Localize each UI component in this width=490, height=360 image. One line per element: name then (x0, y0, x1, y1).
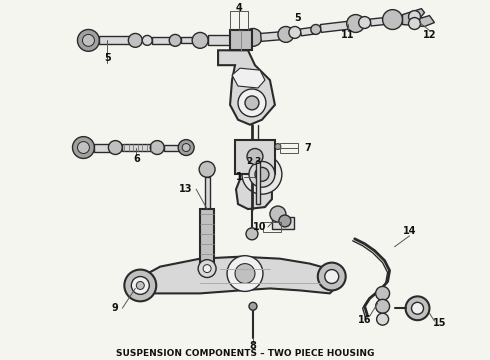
Polygon shape (181, 37, 200, 43)
Text: 5: 5 (104, 53, 111, 63)
Text: 11: 11 (341, 31, 354, 40)
Circle shape (289, 27, 301, 39)
Circle shape (383, 10, 403, 30)
Text: 3: 3 (255, 157, 261, 166)
Circle shape (108, 141, 122, 154)
Polygon shape (236, 174, 272, 209)
Circle shape (244, 28, 262, 46)
Circle shape (249, 161, 275, 187)
Text: 13: 13 (179, 184, 193, 194)
Polygon shape (95, 144, 115, 152)
Circle shape (249, 302, 257, 310)
Circle shape (242, 154, 282, 194)
Circle shape (255, 167, 269, 181)
Circle shape (77, 141, 90, 153)
Polygon shape (164, 145, 185, 150)
Circle shape (245, 96, 259, 110)
Circle shape (246, 228, 258, 240)
Text: 15: 15 (433, 318, 446, 328)
Text: 4: 4 (236, 3, 243, 13)
Polygon shape (132, 257, 340, 293)
Bar (263, 222, 281, 232)
Text: 9: 9 (112, 303, 119, 313)
Polygon shape (320, 21, 355, 32)
Circle shape (227, 256, 263, 291)
Circle shape (235, 264, 255, 283)
Bar (200, 209, 214, 264)
Circle shape (376, 300, 390, 313)
Circle shape (359, 17, 370, 28)
Text: SUSPENSION COMPONENTS – TWO PIECE HOUSING: SUSPENSION COMPONENTS – TWO PIECE HOUSIN… (116, 350, 374, 359)
Text: 7: 7 (304, 143, 311, 153)
Circle shape (409, 18, 420, 30)
Bar (280, 143, 298, 153)
Circle shape (82, 35, 95, 46)
Circle shape (270, 206, 286, 222)
Text: 1: 1 (236, 172, 243, 182)
Circle shape (377, 313, 389, 325)
Circle shape (142, 35, 152, 45)
Circle shape (199, 161, 215, 177)
Text: 12: 12 (423, 31, 436, 40)
Circle shape (279, 215, 291, 227)
Circle shape (192, 32, 208, 48)
Text: 10: 10 (253, 222, 267, 232)
Text: 14: 14 (403, 226, 416, 236)
Circle shape (178, 140, 194, 156)
Circle shape (412, 302, 423, 314)
Circle shape (325, 270, 339, 283)
Circle shape (73, 137, 95, 158)
Polygon shape (218, 50, 275, 125)
Circle shape (198, 260, 216, 278)
Polygon shape (152, 37, 175, 44)
Circle shape (406, 296, 429, 320)
Polygon shape (256, 161, 260, 204)
Circle shape (150, 141, 164, 154)
Circle shape (136, 282, 144, 289)
Circle shape (376, 287, 390, 300)
Polygon shape (403, 9, 435, 27)
Circle shape (278, 27, 294, 42)
Polygon shape (261, 31, 285, 41)
Text: 5: 5 (294, 13, 301, 23)
Circle shape (182, 144, 190, 152)
Circle shape (311, 24, 321, 35)
Polygon shape (232, 68, 265, 88)
Circle shape (318, 263, 346, 291)
Circle shape (409, 10, 420, 23)
Bar (272, 217, 294, 229)
Circle shape (247, 149, 263, 165)
Polygon shape (99, 36, 135, 44)
Circle shape (238, 89, 266, 117)
Circle shape (347, 15, 365, 32)
Circle shape (77, 30, 99, 51)
Polygon shape (300, 27, 315, 36)
Bar (235, 140, 275, 174)
Text: 16: 16 (358, 315, 371, 325)
Circle shape (169, 35, 181, 46)
Text: 2: 2 (246, 157, 252, 166)
Polygon shape (370, 17, 390, 26)
Text: 6: 6 (133, 154, 140, 165)
Bar (230, 31, 252, 50)
Circle shape (203, 265, 211, 273)
Polygon shape (208, 35, 240, 45)
Text: 8: 8 (249, 341, 256, 351)
Circle shape (131, 276, 149, 294)
Circle shape (128, 33, 142, 47)
Polygon shape (205, 177, 210, 209)
Circle shape (124, 270, 156, 301)
Circle shape (275, 144, 281, 149)
Polygon shape (122, 144, 155, 151)
